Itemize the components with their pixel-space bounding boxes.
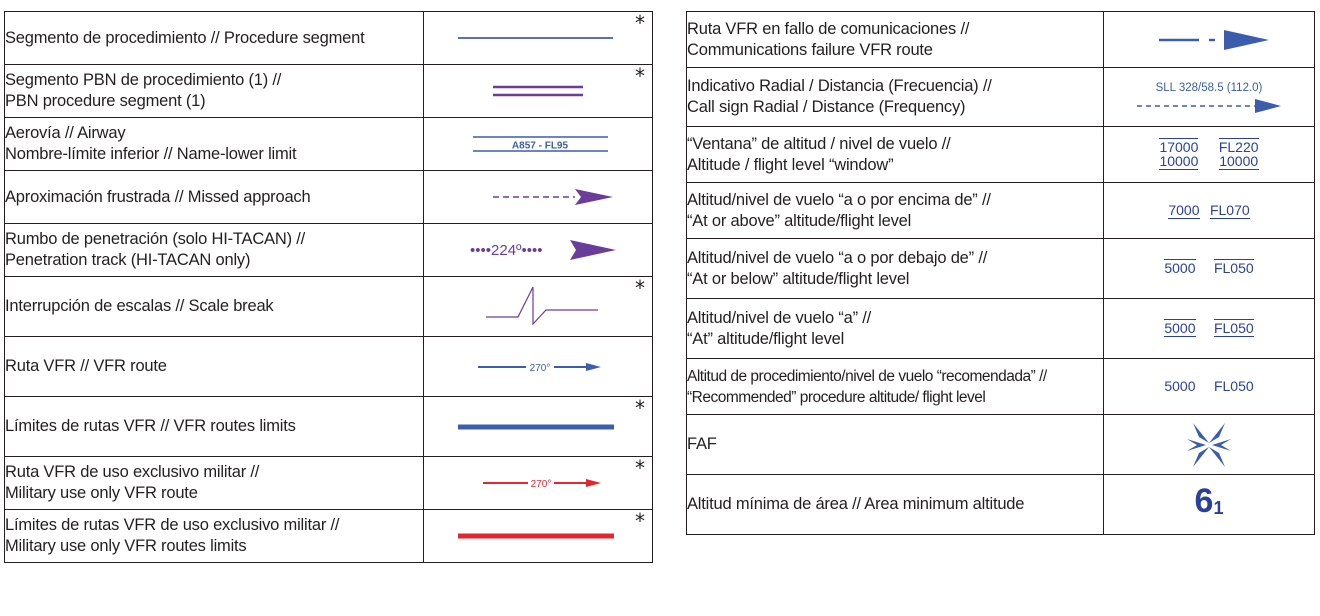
row-label: Indicativo Radial / Distancia (Frecuenci… [686, 67, 1104, 127]
procedure-segment-icon [458, 37, 613, 39]
row-label: Segmento PBN de procedimiento (1) // PBN… [4, 64, 424, 118]
asterisk-mark: * [635, 396, 645, 420]
table-row: Rumbo de penetración (solo HI-TACAN) // … [4, 223, 653, 277]
row-symbol: * [423, 396, 653, 457]
row-symbol: 270° [423, 336, 653, 397]
table-row: Indicativo Radial / Distancia (Frecuenci… [686, 67, 1315, 127]
radial-distance-label: SLL 328/58.5 (112.0) [1156, 82, 1263, 94]
table-row: Ruta VFR // VFR route 270° [4, 336, 653, 397]
row-label: Límites de rutas VFR de uso exclusivo mi… [4, 509, 424, 563]
row-label: Aproximación frustrada // Missed approac… [4, 170, 424, 224]
altitude-value: 7000 [1168, 201, 1200, 219]
row-label: Altitud/nivel de vuelo “a o por debajo d… [686, 238, 1104, 299]
flight-level-value: FL050 [1213, 259, 1254, 276]
military-vfr-limits-icon [458, 533, 614, 539]
row-symbol: * [423, 509, 653, 563]
row-symbol [1103, 414, 1315, 475]
row-symbol [423, 170, 653, 224]
altitude-value: 5000 [1164, 377, 1196, 394]
row-symbol: A857 - FL95 [423, 117, 653, 171]
row-symbol: * [423, 64, 653, 118]
altitude-window-icon: 17000 10000 FL220 10000 [1103, 126, 1315, 183]
penetration-label: ••••224º•••• [470, 242, 543, 259]
row-label: Altitud mínima de área // Area minimum a… [686, 474, 1104, 535]
flight-level-value: FL050 [1213, 377, 1254, 394]
altitude-window-pair: 17000 10000 [1159, 138, 1199, 170]
table-row: Segmento PBN de procedimiento (1) // PBN… [4, 64, 653, 118]
table-row: FAF [686, 414, 1315, 475]
table-row: Aproximación frustrada // Missed approac… [4, 170, 653, 224]
row-label: Ruta VFR en fallo de comunicaciones // C… [686, 11, 1104, 68]
at-or-below-icon: 5000 FL050 [1103, 238, 1315, 299]
comm-failure-route-icon [1159, 29, 1269, 50]
airway-icon: A857 - FL95 [473, 136, 608, 152]
row-symbol: SLL 328/58.5 (112.0) [1103, 67, 1315, 127]
asterisk-mark: * [635, 11, 645, 35]
row-label: Segmento de procedimiento // Procedure s… [4, 11, 424, 65]
airway-label: A857 - FL95 [512, 141, 569, 152]
at-altitude-icon: 5000 FL050 [1103, 298, 1315, 359]
table-row: Límites de rutas VFR de uso exclusivo mi… [4, 509, 653, 563]
table-row: “Ventana” de altitud / nivel de vuelo //… [686, 126, 1315, 183]
row-label: Altitud/nivel de vuelo “a o por encima d… [686, 182, 1104, 239]
row-symbol [1103, 11, 1315, 68]
asterisk-mark: * [635, 276, 645, 300]
table-row: Ruta VFR de uso exclusivo militar // Mil… [4, 456, 653, 510]
row-label: Altitud/nivel de vuelo “a” // “At” altit… [686, 298, 1104, 359]
row-label: Altitud de procedimiento/nivel de vuelo … [686, 358, 1104, 415]
vfr-route-icon: 270° [478, 362, 601, 374]
faf-icon [1187, 422, 1231, 467]
row-label: Aerovía // Airway Nombre-límite inferior… [4, 117, 424, 171]
scale-break-icon [486, 286, 598, 326]
left-legend-table: Segmento de procedimiento // Procedure s… [4, 11, 653, 563]
table-row: Altitud/nivel de vuelo “a o por encima d… [686, 182, 1315, 239]
altitude-value: 5000 [1164, 259, 1196, 276]
military-vfr-route-icon: 270° [483, 479, 601, 490]
flight-level-window-pair: FL220 10000 [1218, 138, 1259, 170]
table-row: Altitud/nivel de vuelo “a o por debajo d… [686, 238, 1315, 299]
flight-level-value: FL070 [1209, 201, 1250, 219]
table-row: Interrupción de escalas // Scale break * [4, 276, 653, 337]
row-symbol: ••••224º•••• [423, 223, 653, 277]
table-row: Límites de rutas VFR // VFR routes limit… [4, 396, 653, 457]
row-label: Ruta VFR de uso exclusivo militar // Mil… [4, 456, 424, 510]
radial-distance-icon: SLL 328/58.5 (112.0) [1137, 82, 1281, 113]
table-row: Altitud de procedimiento/nivel de vuelo … [686, 358, 1315, 415]
penetration-track-icon: ••••224º•••• [470, 240, 616, 260]
at-or-above-icon: 7000 FL070 [1103, 182, 1315, 239]
asterisk-mark: * [635, 64, 645, 88]
row-symbol: * [423, 11, 653, 65]
msa-value: 61 [1194, 482, 1224, 520]
row-symbol: * [423, 276, 653, 337]
row-label: “Ventana” de altitud / nivel de vuelo //… [686, 126, 1104, 183]
table-row: Aerovía // Airway Nombre-límite inferior… [4, 117, 653, 171]
asterisk-mark: * [635, 456, 645, 480]
altitude-value: 5000 [1164, 319, 1196, 337]
table-row: Altitud mínima de área // Area minimum a… [686, 474, 1315, 535]
vfr-route-label: 270° [530, 363, 551, 374]
row-label: Ruta VFR // VFR route [4, 336, 424, 397]
row-label: Interrupción de escalas // Scale break [4, 276, 424, 337]
row-label: FAF [686, 414, 1104, 475]
row-label: Límites de rutas VFR // VFR routes limit… [4, 396, 424, 457]
table-row: Segmento de procedimiento // Procedure s… [4, 11, 653, 65]
pbn-segment-icon [493, 85, 583, 97]
table-row: Ruta VFR en fallo de comunicaciones // C… [686, 11, 1315, 68]
asterisk-mark: * [635, 509, 645, 533]
vfr-limits-icon [458, 424, 614, 429]
row-label: Rumbo de penetración (solo HI-TACAN) // … [4, 223, 424, 277]
area-min-altitude-icon: 61 [1103, 474, 1315, 535]
recommended-altitude-icon: 5000 FL050 [1103, 358, 1315, 415]
table-row: Altitud/nivel de vuelo “a” // “At” altit… [686, 298, 1315, 359]
military-vfr-route-label: 270° [531, 479, 552, 490]
missed-approach-icon [493, 189, 613, 205]
flight-level-value: FL050 [1213, 319, 1254, 337]
right-legend-table: Ruta VFR en fallo de comunicaciones // C… [686, 11, 1315, 535]
row-symbol: * 270° [423, 456, 653, 510]
